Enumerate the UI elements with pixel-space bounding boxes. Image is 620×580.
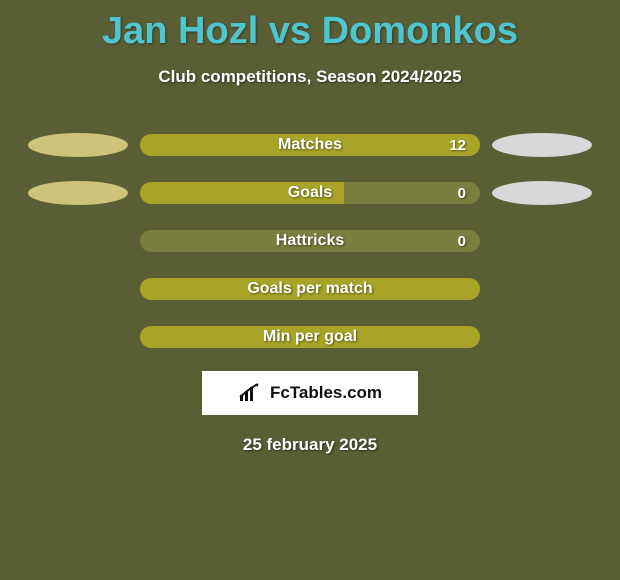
stat-bar: Matches 12 (140, 134, 480, 156)
source-badge: FcTables.com (202, 371, 418, 415)
chart-icon (238, 383, 264, 403)
stat-bar: Goals 0 (140, 182, 480, 204)
stat-label: Goals per match (247, 280, 372, 298)
right-ellipse (492, 133, 592, 157)
stat-bar: Min per goal (140, 326, 480, 348)
stat-bar: Goals per match (140, 278, 480, 300)
comparison-row: Matches 12 (0, 133, 620, 157)
left-ellipse (28, 181, 128, 205)
stat-label: Min per goal (263, 328, 357, 346)
stat-value: 12 (449, 137, 466, 154)
stat-bar: Hattricks 0 (140, 230, 480, 252)
comparison-row: Hattricks 0 (0, 229, 620, 253)
date-text: 25 february 2025 (0, 435, 620, 455)
comparison-row: Goals per match (0, 277, 620, 301)
stat-value: 0 (458, 185, 466, 202)
page-title: Jan Hozl vs Domonkos (0, 0, 620, 53)
comparison-row: Goals 0 (0, 181, 620, 205)
comparison-row: Min per goal (0, 325, 620, 349)
stat-label: Matches (278, 136, 342, 154)
left-ellipse (28, 133, 128, 157)
source-badge-text: FcTables.com (270, 383, 382, 403)
subtitle: Club competitions, Season 2024/2025 (0, 67, 620, 87)
right-ellipse (492, 181, 592, 205)
stat-value: 0 (458, 233, 466, 250)
stat-label: Goals (288, 184, 332, 202)
comparison-rows: Matches 12 Goals 0 Hattricks 0 Goals per match… (0, 133, 620, 349)
stat-label: Hattricks (276, 232, 344, 250)
